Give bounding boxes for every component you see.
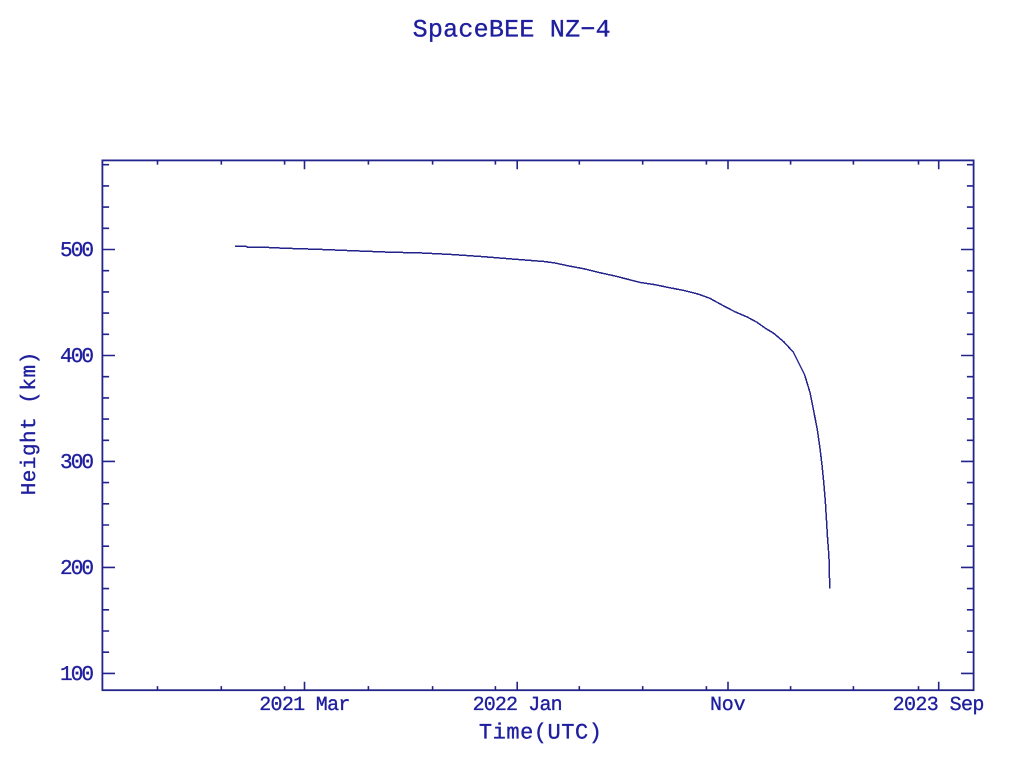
svg-text:Nov: Nov: [710, 694, 746, 717]
svg-text:2022 Jan: 2022 Jan: [473, 694, 563, 717]
svg-text:200: 200: [60, 558, 94, 581]
svg-text:Height (km): Height (km): [19, 352, 42, 496]
svg-text:2023 Sep: 2023 Sep: [893, 694, 985, 717]
svg-text:300: 300: [60, 452, 94, 475]
svg-text:500: 500: [60, 240, 94, 263]
svg-text:SpaceBEE NZ−4: SpaceBEE NZ−4: [413, 16, 611, 45]
svg-text:2021 Mar: 2021 Mar: [259, 694, 350, 717]
svg-text:Time(UTC): Time(UTC): [479, 720, 602, 745]
svg-text:400: 400: [60, 346, 94, 369]
svg-text:100: 100: [60, 664, 94, 687]
